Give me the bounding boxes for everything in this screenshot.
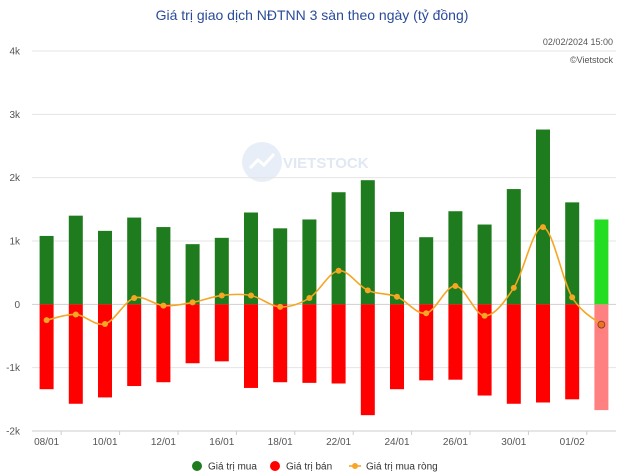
legend-swatch: [352, 463, 358, 469]
net-buy-point: [364, 287, 371, 294]
net-buy-point: [540, 224, 546, 231]
buy-bar: [419, 237, 434, 305]
sell-bar: [536, 304, 550, 403]
sell-bar: [68, 304, 83, 404]
buy-bar: [594, 219, 609, 305]
y-tick-label: 2k: [9, 173, 21, 184]
x-tick-label: 08/01: [34, 437, 59, 448]
net-buy-point: [510, 284, 517, 291]
legend-label: Giá trị bán: [286, 462, 332, 473]
net-buy-point: [597, 320, 606, 329]
net-buy-point: [102, 320, 108, 327]
buy-bar: [98, 230, 112, 305]
buy-bar: [68, 215, 83, 305]
x-tick-label: 16/01: [209, 437, 234, 448]
legend-label: Giá trị mua: [208, 462, 257, 473]
buy-bar: [127, 217, 142, 305]
y-tick-label: 1k: [9, 237, 21, 248]
sell-bar: [565, 304, 580, 400]
net-buy-point: [248, 292, 254, 299]
buy-bar: [390, 211, 404, 305]
sell-bar: [185, 304, 200, 364]
sell-bar: [273, 304, 288, 383]
net-buy-point: [277, 303, 284, 310]
net-buy-point: [218, 292, 225, 299]
bars-layer: [39, 129, 609, 416]
buy-bar: [302, 219, 317, 305]
buy-bar: [185, 244, 200, 305]
sell-bar: [214, 304, 229, 362]
net-buy-point: [43, 317, 50, 324]
chart-timestamp: 02/02/2024 15:00: [543, 37, 613, 47]
x-tick-label: 24/01: [384, 437, 409, 448]
watermark-text: VIETSTOCK: [283, 155, 369, 172]
chart-credit: ©Vietstock: [570, 55, 613, 65]
buy-bar: [360, 180, 375, 305]
watermark-logo: VIETSTOCK: [242, 142, 369, 182]
net-buy-point: [72, 311, 79, 318]
net-buy-point: [131, 295, 138, 301]
sell-bar: [448, 304, 463, 380]
net-buy-point: [306, 295, 313, 301]
y-tick-label: 4k: [9, 47, 21, 58]
buy-bar: [477, 224, 492, 305]
legend-item[interactable]: Giá trị mua: [192, 461, 257, 473]
buy-bar: [565, 202, 580, 305]
legend-item[interactable]: Giá trị mua ròng: [349, 462, 438, 473]
buy-bar: [506, 189, 521, 305]
buy-bar: [331, 192, 346, 305]
sell-bar: [360, 304, 375, 416]
net-buy-point: [452, 282, 459, 289]
sell-bar: [39, 304, 54, 390]
net-buy-point: [189, 299, 196, 306]
net-buy-point: [481, 312, 488, 319]
x-tick-label: 01/02: [560, 437, 585, 448]
net-buy-point: [569, 294, 576, 301]
sell-bar: [98, 304, 112, 398]
buy-bar: [244, 212, 258, 305]
net-buy-point: [335, 267, 342, 274]
x-tick-label: 22/01: [326, 437, 351, 448]
buy-bar: [214, 237, 229, 305]
buy-bar: [536, 129, 550, 305]
x-tick-label: 12/01: [151, 437, 176, 448]
x-tick-label: 26/01: [443, 437, 468, 448]
y-tick-label: 3k: [9, 110, 21, 121]
legend[interactable]: Giá trị mua Giá trị bán Giá trị mua ròng: [192, 461, 438, 473]
sell-bar: [244, 304, 258, 388]
x-tick-label: 10/01: [92, 437, 117, 448]
y-tick-label: -1k: [6, 363, 21, 374]
net-line-layer: [43, 224, 606, 329]
legend-swatch: [192, 461, 202, 471]
net-buy-point: [423, 310, 430, 317]
sell-bar: [419, 304, 434, 381]
net-buy-point: [160, 302, 167, 309]
y-tick-label: 0: [14, 300, 20, 311]
buy-bar: [156, 227, 171, 305]
buy-bar: [273, 228, 288, 305]
sell-bar: [390, 304, 404, 390]
net-buy-point: [394, 293, 400, 300]
x-axis: 08/01 10/01 12/01 16/01 18/01 22/01 24/01 26/01…: [32, 430, 616, 448]
y-tick-label: -2k: [6, 427, 21, 438]
sell-bar: [594, 304, 609, 411]
sell-bar: [127, 304, 142, 387]
x-tick-label: 18/01: [268, 437, 293, 448]
sell-bar: [477, 304, 492, 396]
sell-bar: [156, 304, 171, 383]
chart-title: Giá trị giao dịch NĐTNN 3 sàn theo ngày …: [156, 7, 469, 23]
legend-label: Giá trị mua ròng: [366, 462, 438, 473]
buy-bar: [39, 235, 54, 305]
x-tick-label: 30/01: [501, 437, 526, 448]
sell-bar: [302, 304, 317, 383]
sell-bar: [506, 304, 521, 404]
sell-bar: [331, 304, 346, 384]
legend-item[interactable]: Giá trị bán: [270, 461, 332, 473]
buy-bar: [448, 211, 463, 305]
legend-swatch: [270, 461, 280, 471]
